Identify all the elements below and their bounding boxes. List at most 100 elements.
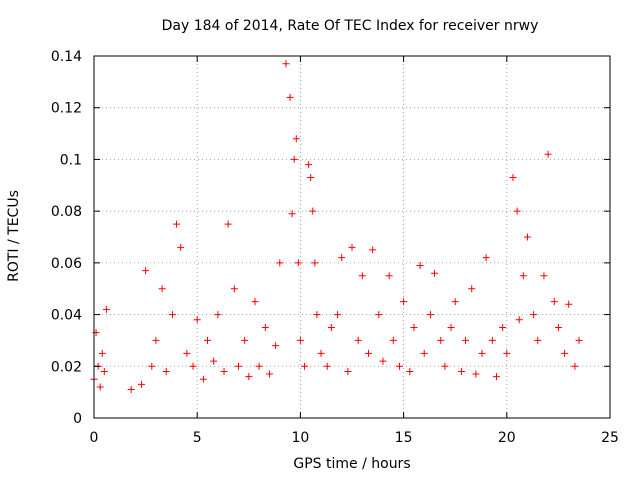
data-point	[272, 342, 280, 350]
data-point	[294, 259, 302, 267]
x-axis-label: GPS time / hours	[293, 456, 411, 472]
data-point	[288, 210, 296, 218]
grid-lines	[94, 56, 610, 418]
data-point	[426, 311, 434, 319]
y-tick-label: 0.02	[51, 359, 82, 375]
data-point	[348, 243, 356, 251]
data-point	[534, 336, 542, 344]
data-point	[127, 386, 135, 394]
data-point	[334, 311, 342, 319]
data-point	[96, 383, 104, 391]
data-point	[457, 367, 465, 375]
data-point	[561, 349, 569, 357]
data-point	[137, 380, 145, 388]
y-tick-label: 0.14	[51, 49, 82, 65]
data-point	[255, 362, 263, 370]
data-point	[482, 254, 490, 262]
x-tick-label: 5	[193, 430, 202, 446]
data-point	[369, 246, 377, 254]
data-point	[290, 155, 298, 163]
data-point	[142, 267, 150, 275]
data-point	[492, 373, 500, 381]
y-tick-label: 0.04	[51, 308, 82, 324]
data-point	[292, 135, 300, 143]
data-point	[499, 324, 507, 331]
data-point	[462, 336, 470, 344]
data-point	[183, 349, 191, 357]
data-point	[307, 174, 315, 182]
data-point	[313, 311, 321, 319]
data-point	[327, 324, 335, 331]
data-point	[301, 362, 309, 370]
data-point	[431, 269, 439, 277]
data-point	[344, 367, 352, 375]
data-point	[286, 93, 294, 101]
data-point	[410, 324, 418, 331]
data-point	[276, 259, 284, 267]
data-point	[214, 311, 222, 319]
data-point	[261, 324, 269, 331]
data-point	[375, 311, 383, 319]
data-point	[204, 336, 212, 344]
data-point	[420, 349, 428, 357]
data-point	[251, 298, 259, 306]
data-point	[441, 362, 449, 370]
y-axis-label: ROTI / TECUs	[6, 190, 22, 282]
data-point	[282, 60, 290, 68]
y-tick-label: 0.08	[51, 204, 82, 220]
data-point	[210, 357, 218, 365]
data-point	[400, 298, 408, 306]
data-point	[224, 220, 232, 228]
data-point	[158, 285, 166, 293]
data-point	[530, 311, 538, 319]
data-point	[148, 362, 156, 370]
data-point	[162, 367, 170, 375]
data-point	[309, 207, 317, 215]
data-point	[544, 150, 552, 158]
axis-ticks: 0 5 10 15 20 25 0 0.02 0.04 0.06 0.08 0.1 0.12 0.14	[51, 49, 619, 446]
data-point	[168, 311, 176, 319]
data-point	[354, 336, 362, 344]
data-point	[152, 336, 160, 344]
data-point	[230, 285, 238, 293]
data-point	[338, 254, 346, 262]
data-point	[472, 370, 480, 378]
data-point	[296, 336, 304, 344]
x-tick-label: 10	[291, 430, 309, 446]
data-point	[323, 362, 331, 370]
y-tick-label: 0.06	[51, 256, 82, 272]
data-point	[437, 336, 445, 344]
x-tick-label: 0	[90, 430, 99, 446]
plot-frame	[93, 55, 611, 419]
data-point	[540, 272, 548, 280]
chart-title: Day 184 of 2014, Rate Of TEC Index for r…	[161, 18, 539, 34]
data-points	[90, 60, 583, 394]
data-point	[177, 243, 185, 251]
y-tick-label: 0.12	[51, 101, 82, 117]
data-point	[385, 272, 393, 280]
data-point	[451, 298, 459, 306]
data-point	[265, 370, 273, 378]
data-point	[100, 367, 108, 375]
data-point	[406, 367, 414, 375]
data-point	[509, 174, 517, 182]
data-point	[513, 207, 521, 215]
data-point	[503, 349, 511, 357]
data-point	[245, 373, 253, 381]
data-point	[234, 362, 242, 370]
data-point	[478, 349, 486, 357]
data-point	[311, 259, 319, 267]
data-point	[173, 220, 181, 228]
data-point	[317, 349, 325, 357]
data-point	[98, 349, 106, 357]
data-point	[523, 233, 531, 241]
data-point	[365, 349, 373, 357]
data-point	[515, 316, 523, 324]
x-tick-label: 25	[601, 430, 619, 446]
data-point	[220, 367, 228, 375]
data-point	[358, 272, 366, 280]
data-point	[102, 305, 110, 313]
data-point	[468, 285, 476, 293]
data-point	[241, 336, 249, 344]
data-point	[488, 336, 496, 344]
